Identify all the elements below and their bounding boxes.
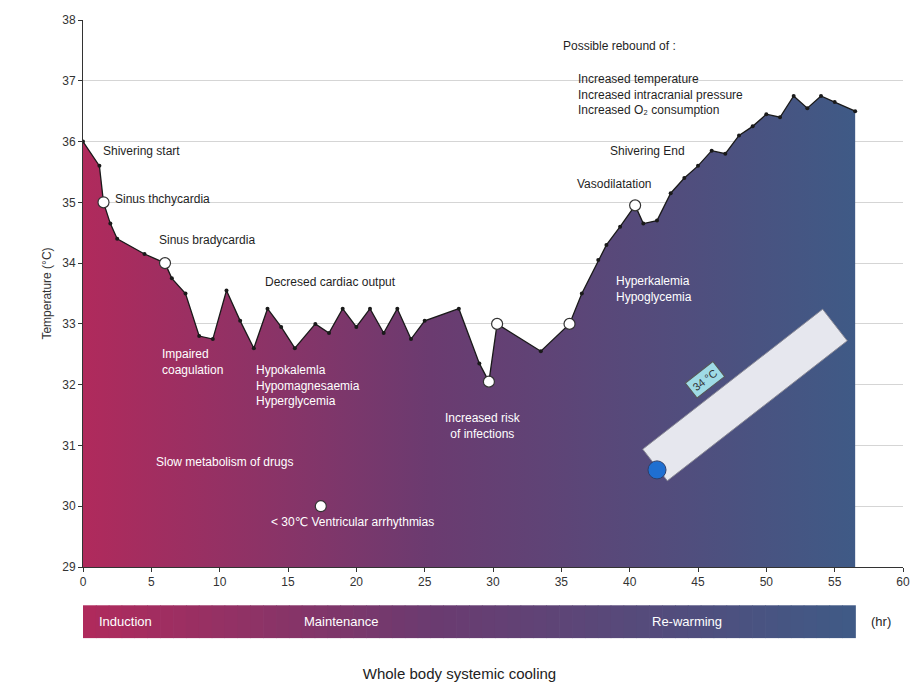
svg-text:45: 45: [691, 575, 705, 589]
svg-text:HyperkalemiaHypoglycemia: HyperkalemiaHypoglycemia: [616, 274, 692, 304]
svg-text:5: 5: [148, 575, 155, 589]
svg-text:0: 0: [80, 575, 87, 589]
svg-text:Impairedcoagulation: Impairedcoagulation: [162, 347, 223, 377]
svg-text:55: 55: [828, 575, 842, 589]
svg-text:34: 34: [62, 256, 76, 270]
svg-text:60: 60: [896, 575, 910, 589]
svg-text:34 °C: 34 °C: [690, 367, 719, 394]
svg-text:50: 50: [760, 575, 774, 589]
svg-text:Shivering start: Shivering start: [103, 144, 180, 158]
svg-text:37: 37: [62, 74, 76, 88]
svg-text:20: 20: [350, 575, 364, 589]
svg-text:Induction: Induction: [99, 614, 152, 629]
svg-text:30: 30: [62, 499, 76, 513]
svg-text:Increased riskof infections: Increased riskof infections: [445, 411, 521, 441]
svg-text:Sinus bradycardia: Sinus bradycardia: [159, 233, 255, 247]
svg-text:35: 35: [62, 196, 76, 210]
svg-text:29: 29: [62, 560, 76, 574]
svg-text:HypokalemlaHypomagnesaemiaHype: HypokalemlaHypomagnesaemiaHyperglycemia: [256, 363, 360, 408]
svg-text:Maintenance: Maintenance: [304, 614, 378, 629]
svg-text:38: 38: [62, 13, 76, 27]
svg-text:35: 35: [555, 575, 569, 589]
svg-text:32: 32: [62, 378, 76, 392]
svg-text:Shivering End: Shivering End: [610, 144, 685, 158]
svg-text:Slow metabolism of drugs: Slow metabolism of drugs: [156, 455, 293, 469]
svg-text:40: 40: [623, 575, 637, 589]
svg-text:31: 31: [62, 439, 76, 453]
svg-text:(hr): (hr): [871, 614, 891, 629]
svg-text:Sinus thchycardia: Sinus thchycardia: [115, 192, 210, 206]
svg-text:30: 30: [486, 575, 500, 589]
svg-text:33: 33: [62, 317, 76, 331]
svg-text:Vasodilatation: Vasodilatation: [577, 177, 652, 191]
svg-text:Whole body systemic cooling: Whole body systemic cooling: [363, 665, 556, 682]
svg-text:Re-warming: Re-warming: [652, 614, 722, 629]
svg-text:15: 15: [281, 575, 295, 589]
svg-text:36: 36: [62, 135, 76, 149]
svg-text:Decresed cardiac output: Decresed cardiac output: [265, 275, 396, 289]
svg-text:25: 25: [418, 575, 432, 589]
svg-text:Increased temperatureIncreased: Increased temperatureIncreased intracran…: [578, 72, 743, 117]
svg-text:< 30℃ Ventricular arrhythmias: < 30℃ Ventricular arrhythmias: [271, 515, 434, 529]
svg-text:10: 10: [213, 575, 227, 589]
svg-text:Possible rebound of :: Possible rebound of :: [563, 39, 676, 53]
svg-text:Temperature (°C): Temperature (°C): [40, 247, 54, 339]
